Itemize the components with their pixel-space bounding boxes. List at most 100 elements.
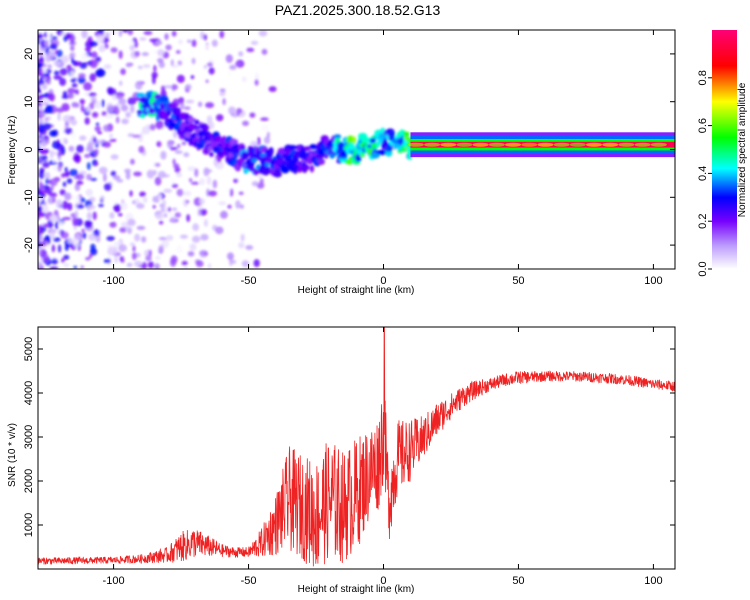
spectrogram-noise-blob bbox=[73, 265, 78, 269]
spectrogram-noise-blob bbox=[127, 97, 137, 106]
spectrogram-ridge-blob bbox=[341, 149, 348, 159]
spectrogram-noise-blob bbox=[88, 92, 97, 97]
spectrogram-noise-blob bbox=[146, 169, 155, 179]
spectrogram-noise-blob bbox=[229, 64, 237, 70]
spectrogram-noise-blob bbox=[91, 111, 99, 118]
spectrogram-noise-blob bbox=[142, 196, 148, 203]
spectrogram-noise-blob bbox=[43, 223, 49, 228]
spectrogram-noise-blob bbox=[84, 92, 89, 96]
spectrogram-ridge-blob bbox=[268, 147, 274, 155]
spectrogram-noise-blob bbox=[67, 92, 74, 99]
spectrogram-noise-blob bbox=[189, 243, 197, 251]
spectrogram-noise-blob bbox=[79, 135, 87, 141]
spectrogram-noise-blob bbox=[49, 130, 57, 137]
spectrogram-noise-blob bbox=[155, 213, 164, 220]
spectrogram-noise-blob bbox=[212, 179, 218, 189]
spectrogram-noise-blob bbox=[127, 218, 136, 227]
spectrogram-ridge-blob bbox=[378, 149, 387, 156]
spectrogram-noise-blob bbox=[215, 226, 224, 235]
spectrogram-noise-blob bbox=[49, 149, 54, 159]
spectrogram-noise-blob bbox=[89, 41, 99, 47]
spectrogram-noise-blob bbox=[44, 171, 51, 181]
spectrogram-noise-blob bbox=[174, 212, 182, 218]
spectrogram-noise-blob bbox=[241, 260, 250, 268]
spectrogram-noise-blob bbox=[76, 180, 84, 186]
spectrogram-noise-blob bbox=[38, 257, 44, 263]
spectrogram-noise-blob bbox=[180, 55, 185, 60]
spectrogram-noise-blob bbox=[93, 229, 101, 237]
spectrogram-noise-blob bbox=[94, 125, 101, 132]
spectrogram-noise-blob bbox=[203, 219, 209, 227]
spectrogram-noise-blob bbox=[110, 47, 118, 53]
spectrogram-noise-blob bbox=[38, 62, 42, 71]
spectrogram-noise-blob bbox=[172, 158, 176, 165]
spectrogram-noise-blob bbox=[40, 98, 50, 106]
spectrogram-noise-blob bbox=[134, 233, 141, 242]
spectrogram-noise-blob bbox=[53, 70, 60, 76]
spectrogram-y-tick-label: 0 bbox=[23, 146, 35, 152]
spectrogram-noise-blob bbox=[155, 40, 163, 46]
spectrogram-noise-blob bbox=[176, 172, 183, 178]
spectrogram-noise-blob bbox=[169, 146, 178, 151]
spectrogram-noise-blob bbox=[113, 175, 121, 180]
spectrogram-noise-blob bbox=[225, 54, 233, 63]
spectrogram-noise-blob bbox=[197, 209, 201, 217]
spectrogram-noise-blob bbox=[118, 30, 123, 37]
spectrogram-noise-blob bbox=[46, 80, 51, 85]
spectrogram-noise-blob bbox=[51, 177, 58, 187]
spectrogram-noise-blob bbox=[141, 236, 147, 243]
spectrogram-noise-blob bbox=[86, 162, 91, 170]
colorbar-tick-label: 0.2 bbox=[697, 214, 709, 229]
spectrogram-noise-blob bbox=[190, 75, 195, 80]
spectrogram-noise-blob bbox=[187, 166, 196, 172]
spectrogram-noise-blob bbox=[136, 225, 146, 231]
spectrogram-noise-blob bbox=[125, 226, 131, 230]
spectrogram-x-axis-label: Height of straight line (km) bbox=[298, 285, 415, 296]
spectrogram-noise-blob bbox=[158, 244, 164, 254]
spectrogram-noise-blob bbox=[71, 83, 78, 88]
spectrogram-noise-blob bbox=[238, 51, 244, 57]
spectrogram-noise-blob bbox=[92, 136, 97, 143]
snr-y-axis-label: SNR (10 * v/v) bbox=[7, 423, 18, 487]
spectrogram-noise-blob bbox=[170, 59, 174, 67]
spectrogram-noise-blob bbox=[63, 262, 70, 268]
spectrogram-noise-blob bbox=[96, 34, 105, 43]
spectrogram-noise-blob bbox=[134, 260, 143, 267]
spectrogram-noise-blob bbox=[186, 214, 191, 223]
spectrogram-noise-blob bbox=[151, 75, 156, 85]
spectrogram-noise-blob bbox=[171, 183, 179, 189]
spectrogram-noise-blob bbox=[134, 51, 140, 57]
spectrogram-noise-blob bbox=[197, 101, 203, 108]
spectrogram-noise-blob bbox=[164, 33, 169, 41]
spectrogram-noise-blob bbox=[60, 173, 66, 178]
carrier-band-texture bbox=[472, 142, 489, 147]
spectrogram-noise-blob bbox=[219, 30, 225, 39]
carrier-band-texture bbox=[440, 142, 457, 147]
spectrogram-noise-blobs bbox=[38, 30, 277, 269]
spectrogram-noise-blob bbox=[207, 263, 212, 269]
spectrogram-noise-blob bbox=[185, 200, 190, 204]
spectrogram-noise-blob bbox=[121, 30, 129, 33]
spectrogram-noise-blob bbox=[205, 102, 215, 109]
spectrogram-noise-blob bbox=[41, 69, 48, 74]
spectrogram-noise-blob bbox=[113, 106, 120, 115]
spectrogram-noise-blob bbox=[203, 44, 211, 49]
spectrogram-noise-blob bbox=[134, 81, 143, 90]
spectrogram-ridge-blob bbox=[288, 144, 297, 150]
spectrogram-noise-blob bbox=[191, 57, 196, 65]
spectrogram-noise-blob bbox=[44, 234, 51, 242]
spectrogram-noise-blob bbox=[155, 256, 161, 260]
spectrogram-noise-blob bbox=[70, 57, 75, 64]
spectrogram-noise-blob bbox=[98, 44, 106, 53]
spectrogram-noise-blob bbox=[118, 244, 127, 252]
spectrogram-noise-blob bbox=[66, 64, 72, 73]
spectrogram-noise-blob bbox=[181, 260, 188, 266]
spectrogram-noise-blob bbox=[226, 252, 234, 261]
spectrogram-noise-blob bbox=[172, 130, 178, 139]
spectrogram-noise-blob bbox=[38, 210, 42, 217]
spectrogram-noise-blob bbox=[113, 241, 123, 246]
spectrogram-noise-blob bbox=[152, 195, 161, 203]
spectrogram-noise-blob bbox=[121, 118, 129, 125]
spectrogram-noise-blob bbox=[141, 261, 148, 269]
spectrogram-noise-blob bbox=[118, 80, 123, 86]
